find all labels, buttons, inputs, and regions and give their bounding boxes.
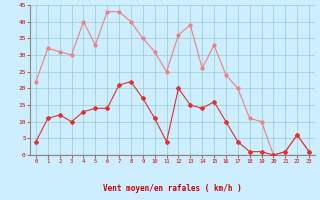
- X-axis label: Vent moyen/en rafales ( km/h ): Vent moyen/en rafales ( km/h ): [103, 184, 242, 193]
